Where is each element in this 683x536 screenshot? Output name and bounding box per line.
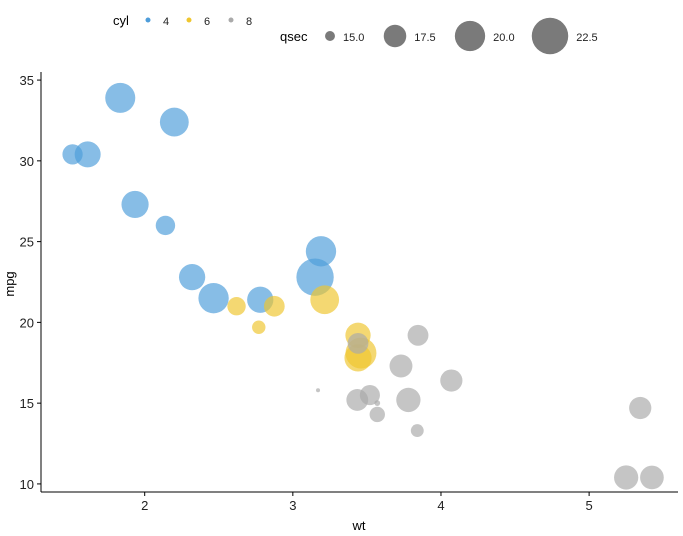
color-legend-key	[186, 17, 192, 23]
y-tick-label: 25	[20, 235, 34, 250]
color-legend-title: cyl	[113, 13, 129, 28]
data-point	[374, 400, 381, 407]
x-tick-label: 4	[437, 498, 444, 513]
axes: 2 3 4 5 10 15 20 25 30 35 wt mpg	[2, 72, 678, 533]
x-axis-label: wt	[352, 518, 366, 533]
data-point	[369, 406, 385, 423]
data-point	[347, 333, 369, 354]
data-point	[440, 369, 463, 392]
color-legend-label: 6	[204, 16, 210, 28]
data-point	[410, 424, 424, 438]
data-point	[227, 297, 246, 316]
y-tick-label: 15	[20, 396, 34, 411]
data-point	[640, 465, 664, 490]
data-point	[614, 465, 639, 490]
data-point	[62, 144, 83, 165]
x-tick-label: 2	[141, 498, 148, 513]
y-axis-label: mpg	[2, 271, 17, 296]
data-point	[198, 282, 229, 314]
size-legend-key	[383, 24, 407, 48]
series-cyl-4	[62, 82, 337, 314]
legend: cyl 4 6 8 qsec 15.0 17.5 20.0 22.5	[113, 13, 598, 55]
data-point	[121, 190, 149, 219]
size-legend-label: 20.0	[493, 32, 514, 44]
size-legend-label: 17.5	[414, 32, 435, 44]
x-ticks: 2 3 4 5	[141, 492, 593, 513]
data-point	[263, 295, 285, 317]
data-point	[105, 82, 136, 113]
data-point	[396, 387, 421, 413]
data-point	[629, 396, 652, 420]
x-tick-label: 5	[585, 498, 592, 513]
data-point	[310, 285, 340, 315]
y-tick-label: 30	[20, 154, 34, 169]
y-ticks: 10 15 20 25 30 35	[20, 73, 41, 492]
data-point	[159, 107, 189, 137]
data-point	[346, 389, 369, 411]
data-points	[62, 82, 664, 490]
color-legend-key	[145, 17, 151, 23]
x-tick-label: 3	[289, 498, 296, 513]
y-tick-label: 35	[20, 73, 34, 88]
size-legend-key	[325, 31, 335, 41]
size-legend-key	[454, 20, 486, 52]
data-point	[252, 320, 266, 334]
color-legend-key	[228, 17, 234, 23]
size-legend-key	[531, 17, 569, 55]
data-point	[74, 141, 101, 168]
color-legend-label: 4	[163, 16, 169, 28]
data-point	[315, 388, 321, 393]
series-cyl-8	[315, 324, 664, 490]
data-point	[155, 215, 176, 236]
data-point	[407, 324, 429, 346]
color-legend-label: 8	[246, 16, 252, 28]
data-point	[178, 264, 206, 291]
y-tick-label: 20	[20, 315, 34, 330]
y-tick-label: 10	[20, 477, 34, 492]
size-legend-label: 22.5	[576, 32, 597, 44]
size-legend-label: 15.0	[343, 32, 364, 44]
size-legend-title: qsec	[280, 29, 308, 44]
data-point	[389, 354, 413, 378]
